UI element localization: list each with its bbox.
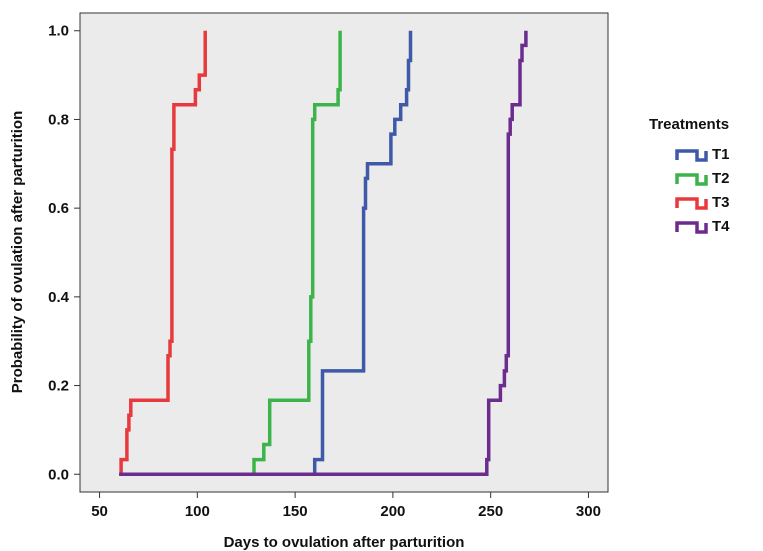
y-tick-label: 0.4 (48, 289, 70, 306)
series-line-t2 (252, 30, 342, 475)
legend-label-t3: T3 (712, 194, 730, 211)
x-tick-label: 150 (283, 503, 308, 520)
legend-swatch-t1 (675, 149, 708, 162)
x-axis: 50 100 150 200 250 300 (91, 492, 601, 520)
legend-title: Treatments (649, 116, 729, 133)
y-axis: 0.0 0.2 0.4 0.6 0.8 1.0 (48, 23, 80, 483)
legend-item-t2: T2 (675, 170, 730, 187)
x-tick-label: 100 (185, 503, 210, 520)
legend-swatch-t4 (675, 221, 708, 234)
legend-label-t2: T2 (712, 170, 730, 187)
legend-swatch-t3 (675, 197, 708, 210)
legend-item-t4: T4 (675, 218, 730, 235)
legend-label-t4: T4 (712, 218, 730, 235)
y-axis-title: Probability of ovulation after parturiti… (9, 111, 26, 394)
series-line-t3 (119, 30, 207, 475)
series-layer (119, 30, 528, 477)
legend-label-t1: T1 (712, 146, 730, 163)
series-line-t1 (312, 30, 413, 475)
x-tick-label: 50 (91, 503, 108, 520)
y-tick-label: 0.0 (48, 466, 69, 483)
x-tick-label: 200 (380, 503, 405, 520)
plot-area (79, 12, 609, 493)
x-tick-label: 300 (576, 503, 601, 520)
legend-swatch-t2 (675, 173, 708, 186)
legend: Treatments T1 T2 T3 T4 (649, 116, 730, 235)
y-tick-label: 0.8 (48, 111, 69, 128)
legend-item-t3: T3 (675, 194, 730, 211)
y-tick-label: 0.6 (48, 200, 69, 217)
series-line-t4 (119, 30, 528, 477)
y-tick-label: 0.2 (48, 378, 69, 395)
x-axis-title: Days to ovulation after parturition (224, 534, 465, 551)
x-tick-label: 250 (478, 503, 503, 520)
y-tick-label: 1.0 (48, 23, 69, 40)
legend-item-t1: T1 (675, 146, 730, 163)
